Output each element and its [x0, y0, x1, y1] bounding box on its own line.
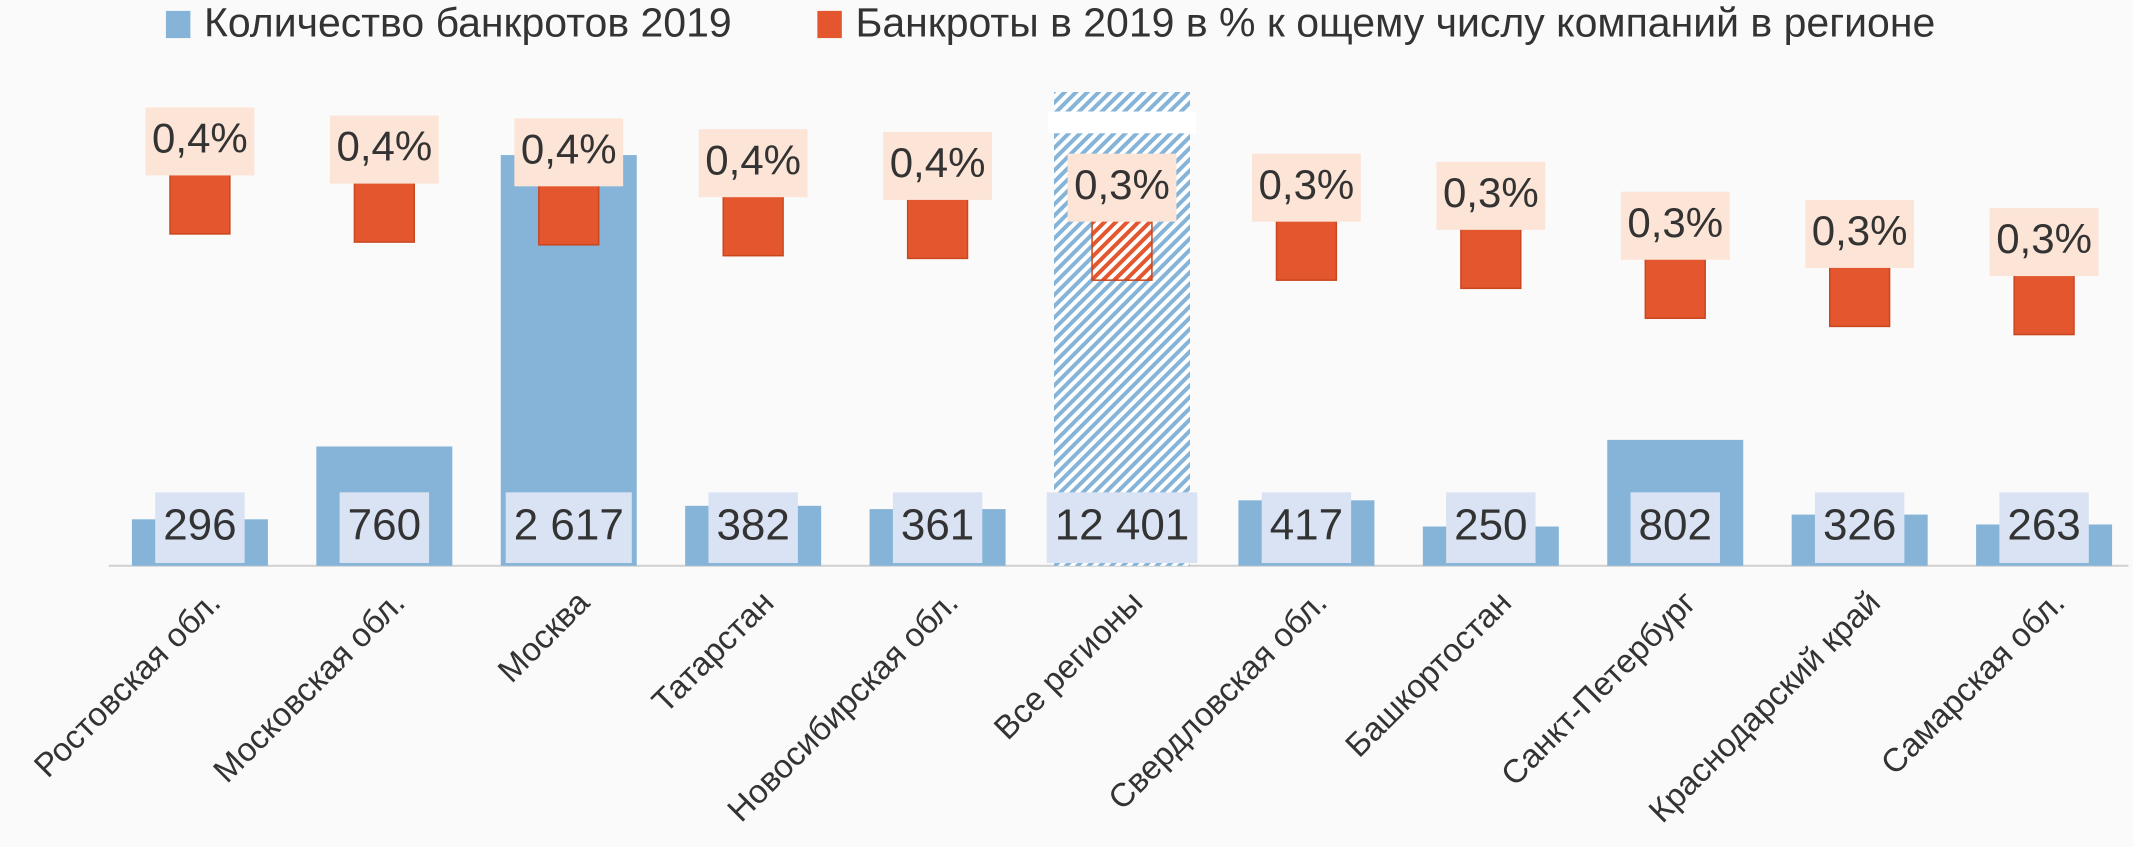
marker	[169, 173, 231, 235]
bar-label-bg	[1446, 492, 1536, 564]
x-tick-label: Московская обл.	[206, 583, 412, 789]
bar-value-label: 2 617	[514, 500, 624, 549]
marker-label-bg	[514, 118, 624, 187]
marker	[1460, 227, 1522, 290]
marker	[722, 195, 784, 257]
bar-label-bg	[708, 492, 798, 564]
legend-swatch	[165, 10, 191, 39]
x-tick-label: Все регионы	[986, 583, 1149, 746]
marker-value-label: 0,4%	[521, 125, 617, 172]
bar-value-label: 263	[2007, 500, 2080, 549]
marker-label-bg	[1620, 191, 1730, 260]
marker-label-bg	[1436, 161, 1546, 230]
legend-label: Банкроты в 2019 в % к ощему числу компан…	[855, 0, 1935, 46]
marker	[1828, 265, 1891, 328]
marker	[1275, 219, 1338, 281]
marker	[906, 197, 969, 260]
axis-break	[1048, 111, 1196, 134]
x-tick-label: Москва	[490, 583, 596, 689]
bar-value-label: 382	[716, 500, 789, 549]
marker-value-label: 0,3%	[1443, 169, 1539, 216]
bar-value-label: 326	[1823, 500, 1896, 549]
bar-value-label: 361	[901, 500, 974, 549]
marker-label-bg	[1989, 208, 2099, 277]
marker-value-label: 0,3%	[1627, 199, 1723, 246]
marker-value-label: 0,3%	[1812, 207, 1908, 254]
bar-value-label: 417	[1270, 500, 1343, 549]
marker-value-label: 0,3%	[1259, 161, 1355, 208]
plot-area	[131, 92, 2113, 566]
marker-label-bg	[329, 115, 439, 184]
x-tick-label: Санкт-Петербург	[1494, 583, 1703, 792]
bar-label-bg	[1261, 492, 1352, 564]
marker	[1091, 219, 1153, 281]
marker-label-bg	[1067, 153, 1177, 222]
x-tick-label: Татарстан	[644, 583, 780, 719]
marker-value-label: 0,4%	[152, 115, 248, 162]
marker-label-bg	[698, 129, 808, 198]
marker-value-label: 0,4%	[705, 136, 801, 183]
x-tick-label: Ростовская обл.	[27, 583, 228, 784]
marker	[1644, 257, 1706, 319]
legend-swatch	[817, 10, 842, 39]
bar-value-label: 250	[1454, 500, 1527, 549]
bar-label-bg	[155, 492, 245, 564]
bar-label-bg	[505, 492, 632, 564]
bar	[1054, 92, 1190, 566]
marker-value-label: 0,4%	[336, 123, 432, 170]
marker	[353, 181, 416, 243]
bar-label-bg	[892, 492, 983, 564]
marker-label-bg	[145, 107, 255, 176]
bar-label-bg	[1630, 492, 1720, 564]
bar-value-label: 12 401	[1055, 500, 1190, 549]
bar-label-bg	[339, 492, 430, 564]
bar-value-label: 802	[1639, 500, 1712, 549]
marker-label-bg	[883, 131, 992, 200]
marker-value-label: 0,4%	[890, 139, 986, 186]
marker-value-label: 0,3%	[1074, 161, 1170, 208]
marker-value-label: 0,3%	[1996, 215, 2092, 262]
bar-value-label: 296	[163, 500, 236, 549]
bar-label-bg	[1046, 492, 1198, 564]
marker	[538, 184, 600, 246]
marker-label-bg	[1252, 153, 1361, 222]
bar-label-bg	[1814, 492, 1905, 564]
x-tick-label: Башкортостан	[1338, 583, 1518, 763]
legend-label: Количество банкротов 2019	[204, 0, 732, 46]
bar-value-label: 760	[348, 500, 421, 549]
bar-label-bg	[1999, 492, 2089, 564]
x-tick-label: Самарская обл.	[1873, 583, 2071, 781]
marker-label-bg	[1805, 199, 1915, 268]
marker	[2013, 273, 2075, 336]
